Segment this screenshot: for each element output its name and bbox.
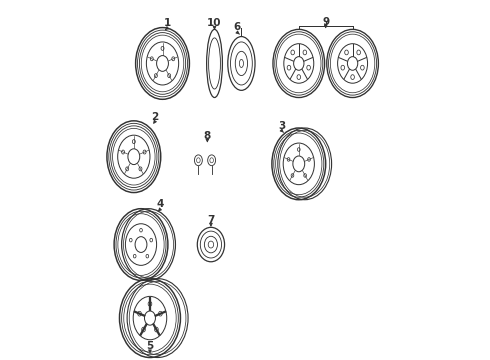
- Text: 10: 10: [207, 18, 222, 28]
- Text: 7: 7: [207, 215, 215, 225]
- Text: 9: 9: [322, 17, 329, 27]
- Text: 4: 4: [156, 199, 164, 210]
- Text: 5: 5: [147, 341, 153, 351]
- Text: 1: 1: [164, 18, 171, 28]
- Text: 6: 6: [234, 22, 241, 32]
- Text: 3: 3: [278, 121, 285, 131]
- Text: 2: 2: [151, 112, 158, 122]
- Text: 8: 8: [204, 131, 211, 140]
